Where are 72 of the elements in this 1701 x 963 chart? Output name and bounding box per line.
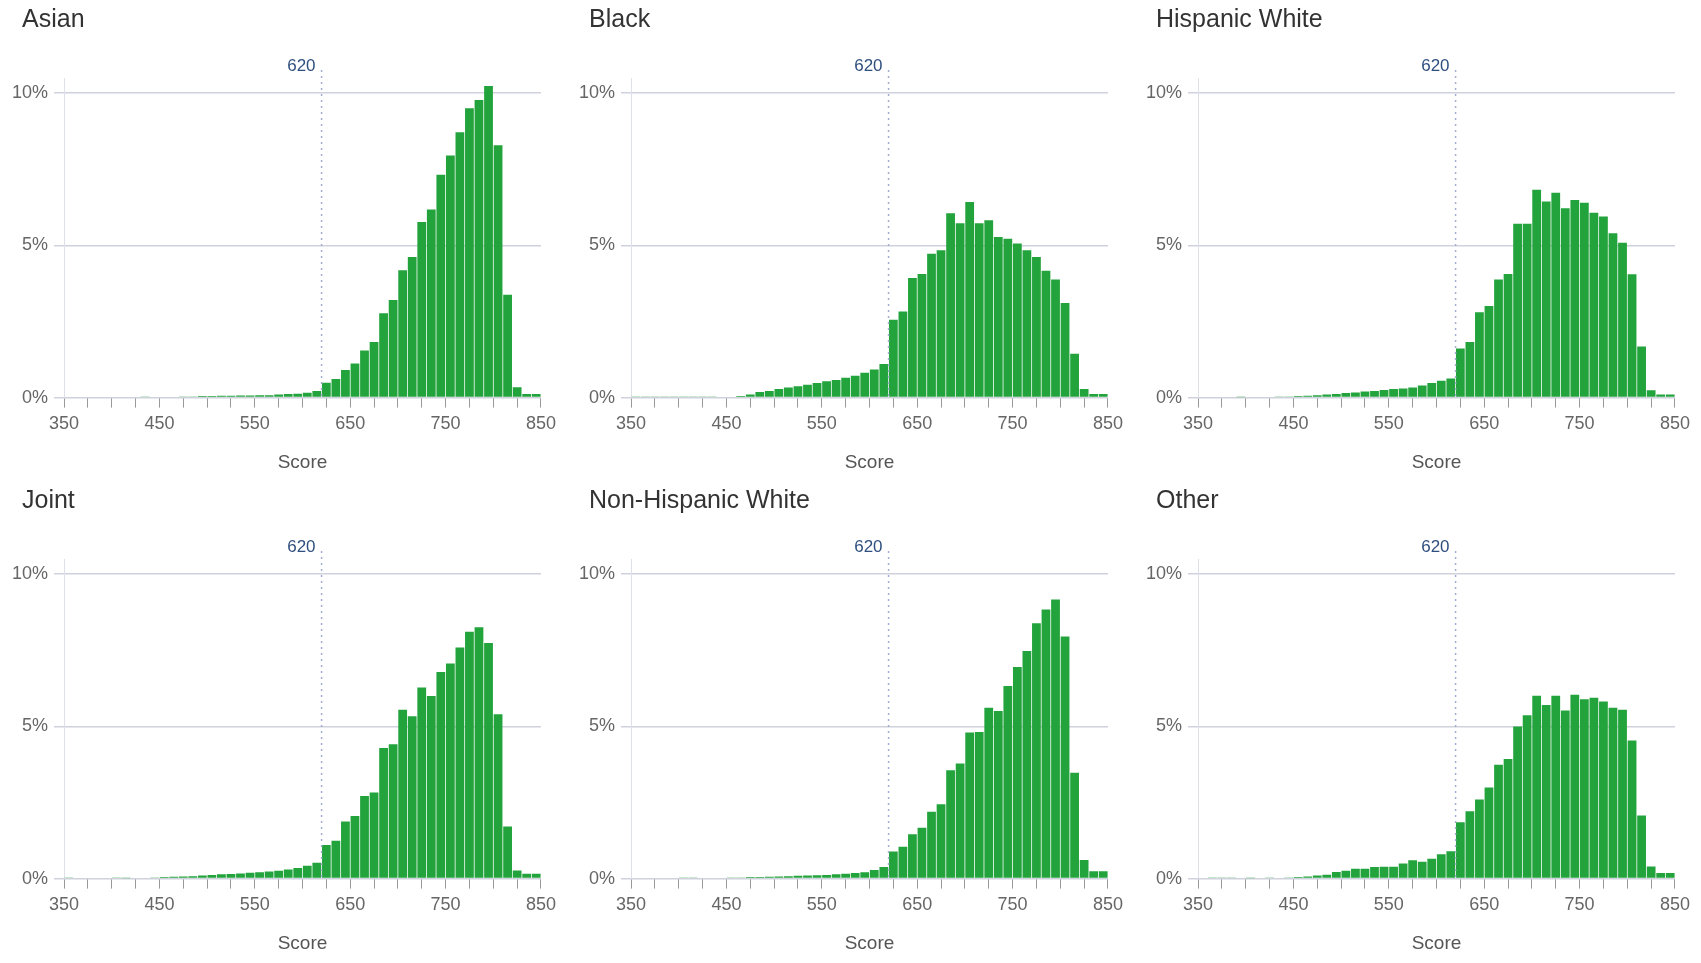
x-tick-label: 350 (1183, 894, 1214, 915)
x-tick-label: 450 (1278, 894, 1309, 915)
x-tick-label: 350 (49, 894, 80, 915)
chart-title: Non-Hispanic White (589, 485, 810, 514)
x-tick-label: 750 (997, 894, 1028, 915)
x-tick-label: 750 (1564, 413, 1595, 434)
x-tick-label: 750 (997, 413, 1028, 434)
x-tick-label: 750 (1564, 894, 1595, 915)
x-tick-label: 450 (711, 413, 742, 434)
y-tick-label: 10% (1146, 563, 1183, 584)
x-tick-label: 550 (239, 894, 270, 915)
chart-title: Hispanic White (1156, 4, 1323, 33)
x-tick-label: 550 (806, 894, 837, 915)
y-tick-label: 0% (589, 386, 616, 407)
x-tick-label: 550 (1373, 894, 1404, 915)
x-tick-label: 450 (711, 894, 742, 915)
x-tick-label: 650 (1469, 894, 1500, 915)
y-tick-label: 10% (12, 563, 49, 584)
y-tick-label: 5% (1156, 234, 1183, 255)
x-tick-label: 850 (525, 413, 557, 434)
y-tick-label: 10% (579, 82, 616, 103)
x-tick-label: 850 (1659, 413, 1691, 434)
x-axis-title: Score (277, 450, 328, 472)
x-tick-label: 850 (1659, 894, 1691, 915)
ref-line-label: 620 (1421, 536, 1450, 556)
ref-line-label: 620 (287, 55, 316, 75)
x-tick-label: 650 (335, 894, 366, 915)
x-tick-label: 550 (1373, 413, 1404, 434)
x-tick-label: 450 (1278, 413, 1309, 434)
chart-title: Joint (22, 485, 75, 514)
ref-line-label: 620 (854, 55, 883, 75)
ref-line-label: 620 (854, 536, 883, 556)
x-axis-title: Score (844, 931, 895, 953)
y-tick-label: 0% (22, 386, 49, 407)
chart-title: Asian (22, 4, 85, 33)
x-axis-title: Score (1411, 931, 1462, 953)
y-tick-label: 0% (589, 867, 616, 888)
x-tick-label: 550 (239, 413, 270, 434)
x-tick-label: 850 (1092, 413, 1124, 434)
x-tick-label: 350 (616, 413, 647, 434)
x-axis-title: Score (277, 931, 328, 953)
y-tick-label: 5% (1156, 715, 1183, 736)
x-tick-label: 650 (335, 413, 366, 434)
y-tick-label: 0% (1156, 386, 1183, 407)
x-tick-label: 850 (1092, 894, 1124, 915)
ref-line-label: 620 (1421, 55, 1450, 75)
y-tick-label: 5% (22, 234, 49, 255)
x-tick-label: 450 (144, 894, 175, 915)
x-tick-label: 650 (902, 894, 933, 915)
chart-title: Black (589, 4, 651, 33)
x-tick-label: 450 (144, 413, 175, 434)
x-tick-label: 350 (49, 413, 80, 434)
x-tick-label: 750 (430, 894, 461, 915)
x-axis-title: Score (844, 450, 895, 472)
chart-title: Other (1156, 485, 1219, 514)
y-tick-label: 10% (1146, 82, 1183, 103)
x-tick-label: 350 (1183, 413, 1214, 434)
x-tick-label: 850 (525, 894, 557, 915)
y-tick-label: 5% (589, 234, 616, 255)
y-tick-label: 5% (589, 715, 616, 736)
ref-line-label: 620 (287, 536, 316, 556)
y-tick-label: 10% (579, 563, 616, 584)
x-tick-label: 550 (806, 413, 837, 434)
y-tick-label: 0% (1156, 867, 1183, 888)
x-tick-label: 650 (902, 413, 933, 434)
y-tick-label: 0% (22, 867, 49, 888)
x-axis-title: Score (1411, 450, 1462, 472)
x-tick-label: 650 (1469, 413, 1500, 434)
x-tick-label: 750 (430, 413, 461, 434)
y-tick-label: 10% (12, 82, 49, 103)
y-tick-label: 5% (22, 715, 49, 736)
x-tick-label: 350 (616, 894, 647, 915)
